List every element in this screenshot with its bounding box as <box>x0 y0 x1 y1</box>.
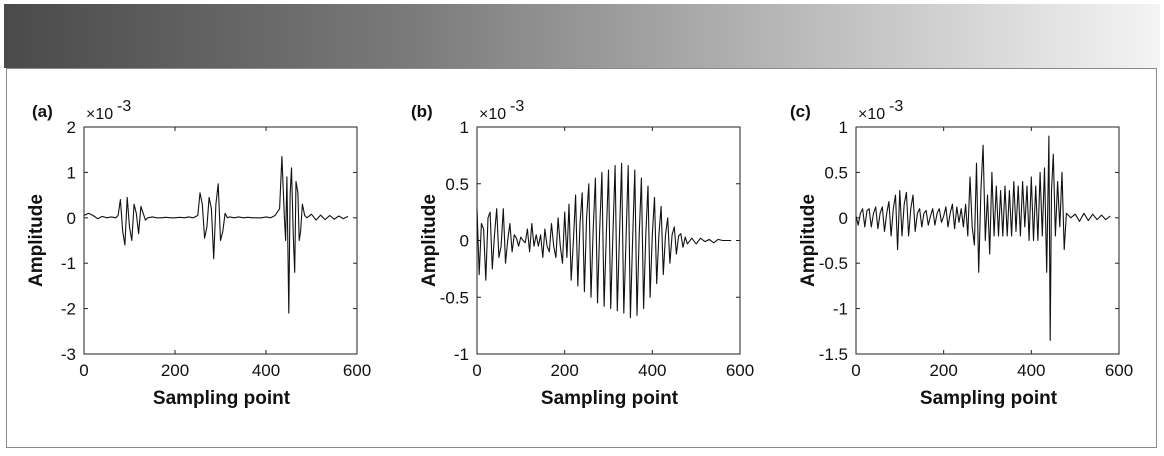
x-tick-label-a: 400 <box>252 361 280 380</box>
y-tick-label-b: 0 <box>460 232 469 251</box>
x-tick-label-c: 600 <box>1105 361 1133 380</box>
y-tick-label-a: -1 <box>61 254 76 273</box>
y-tick-label-b: 0.5 <box>445 175 469 194</box>
plot-area-c <box>855 126 1120 355</box>
x-tick-label-c: 200 <box>929 361 957 380</box>
exponent-label-a: ×10 <box>86 106 113 123</box>
panel-label-a: (a) <box>32 102 53 121</box>
series-line-a <box>83 155 349 314</box>
y-tick-label-c: -1.5 <box>819 345 848 364</box>
x-tick-label-a: 600 <box>343 361 371 380</box>
y-tick-label-c: -0.5 <box>819 254 848 273</box>
x-tick-label-b: 600 <box>726 361 754 380</box>
exponent-label-c: ×10 <box>858 106 885 123</box>
y-tick-label-a: -2 <box>61 300 76 319</box>
plot-area-b <box>476 126 741 355</box>
y-tick-label-a: -3 <box>61 345 76 364</box>
x-tick-label-b: 400 <box>638 361 666 380</box>
y-tick-label-c: 1 <box>839 118 848 137</box>
x-tick-label-b: 0 <box>472 361 481 380</box>
y-axis-title-c: Amplitude <box>798 194 819 287</box>
panel-label-c: (c) <box>790 102 811 121</box>
y-tick-label-b: -1 <box>454 345 469 364</box>
x-tick-label-b: 200 <box>550 361 578 380</box>
exponent-label-b: ×10 <box>479 106 506 123</box>
x-axis-title-b: Sampling point <box>541 388 679 409</box>
x-tick-label-c: 0 <box>851 361 860 380</box>
y-axis-title-b: Amplitude <box>419 194 440 287</box>
y-tick-label-b: -0.5 <box>440 288 469 307</box>
y-tick-label-c: 0.5 <box>824 163 848 182</box>
figure-frame <box>6 68 1157 448</box>
y-tick-label-c: 0 <box>839 209 848 228</box>
series-line-c <box>855 135 1111 341</box>
plot-area-a <box>83 126 358 355</box>
exponent-power-c: -3 <box>889 98 903 115</box>
y-axis-title-a: Amplitude <box>26 194 47 287</box>
y-tick-label-a: 1 <box>67 163 76 182</box>
y-tick-label-c: -1 <box>833 300 848 319</box>
x-axis-title-a: Sampling point <box>153 388 291 409</box>
y-tick-label-a: 0 <box>67 209 76 228</box>
y-tick-label-b: 1 <box>460 118 469 137</box>
x-tick-label-c: 400 <box>1017 361 1045 380</box>
exponent-power-a: -3 <box>117 98 131 115</box>
exponent-power-b: -3 <box>510 98 524 115</box>
series-line-b <box>476 162 732 319</box>
y-tick-label-a: 2 <box>67 118 76 137</box>
x-axis-title-c: Sampling point <box>920 388 1058 409</box>
x-tick-label-a: 200 <box>161 361 189 380</box>
header-banner <box>4 4 1160 68</box>
panel-label-b: (b) <box>411 102 433 121</box>
x-tick-label-a: 0 <box>79 361 88 380</box>
